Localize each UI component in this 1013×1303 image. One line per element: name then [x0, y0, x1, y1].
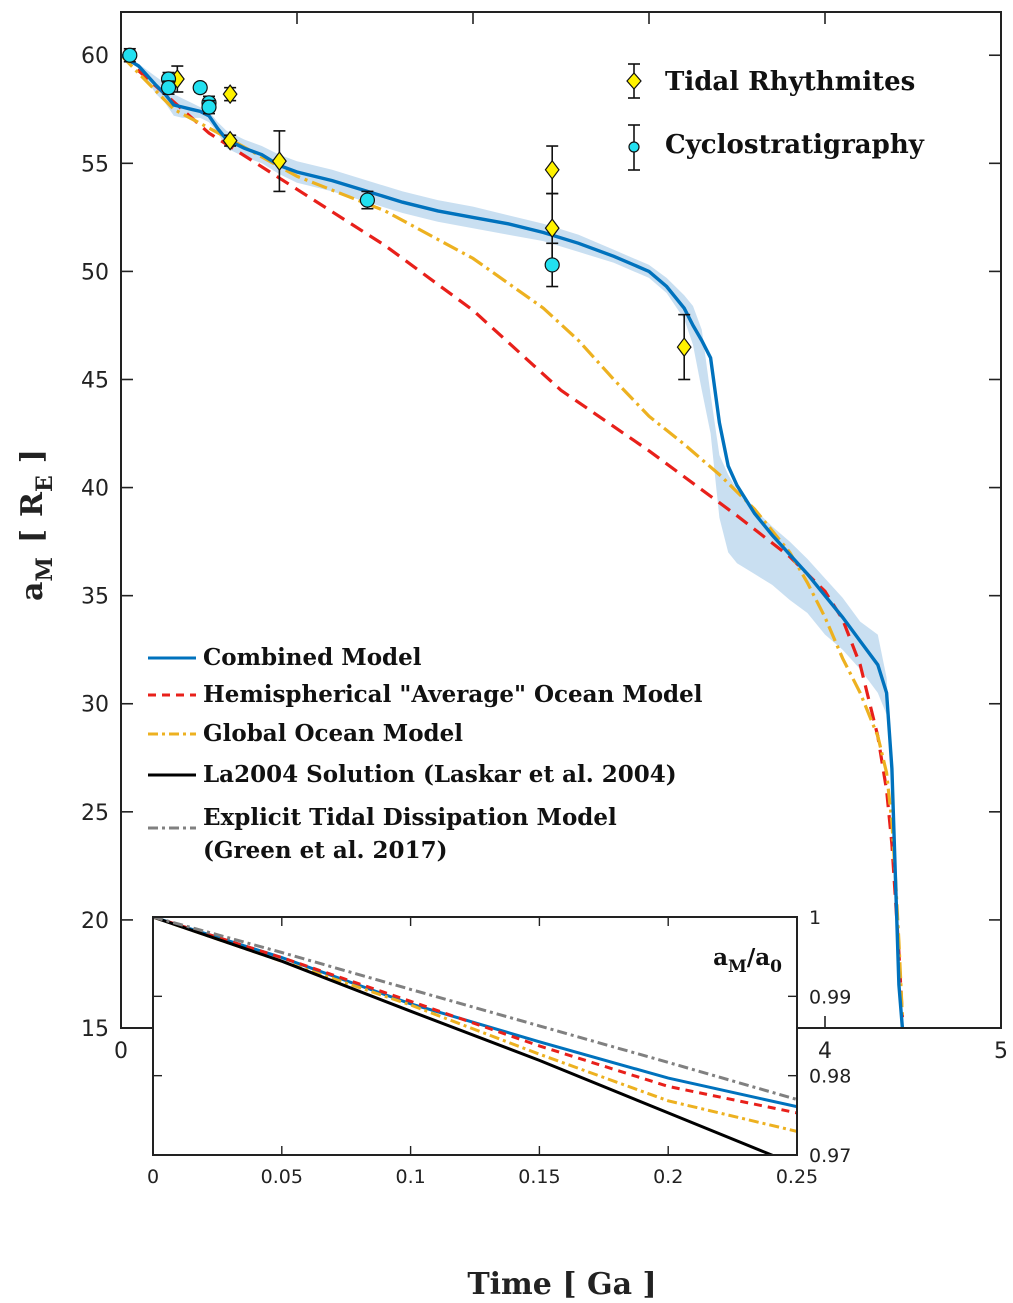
y-tick-label: 40 — [81, 477, 109, 502]
x-tick-label: 5 — [994, 1039, 1008, 1064]
line-legend: Combined Model Hemispherical "Average" O… — [148, 644, 703, 864]
legend-item-combined-model: Combined Model — [148, 644, 422, 671]
x-tick-label: 0 — [114, 1039, 128, 1064]
cyclostratigraphy-point — [160, 80, 177, 96]
inset-y-tick-label: 0.97 — [809, 1145, 851, 1167]
inset-series-line — [153, 917, 797, 1101]
inset-series-lines — [153, 917, 797, 1155]
cyclostratigraphy-point — [192, 80, 208, 96]
legend-label-cyclostratigraphy: Cyclostratigraphy — [665, 130, 925, 160]
inset-title: aM/a0 — [713, 944, 782, 977]
y-tick-label: 50 — [81, 260, 109, 285]
combined-model-uncertainty-band — [121, 55, 903, 1028]
cyclostratigraphy-point — [122, 47, 138, 63]
inset-x-tick-label: 0.05 — [261, 1166, 303, 1188]
tidal-rhythmite-point — [222, 130, 238, 151]
legend-label-tidal-rhythmites: Tidal Rhythmites — [665, 67, 915, 97]
y-label-unit: R — [15, 491, 50, 517]
y-label-main: a — [15, 582, 50, 601]
tidal-rhythmite-point — [676, 337, 692, 358]
legend-diamond-marker — [626, 72, 642, 90]
y-tick-label: 60 — [81, 44, 109, 69]
legend-item-cyclostratigraphy: Cyclostratigraphy — [628, 124, 925, 171]
y-tick-label: 55 — [81, 152, 109, 177]
legend-label-global-ocean: Global Ocean Model — [203, 720, 463, 747]
cyclostratigraphy-point — [544, 257, 560, 273]
legend-label-hemispherical: Hemispherical "Average" Ocean Model — [203, 681, 703, 708]
x-axis-label: Time [ Ga ] — [467, 1267, 656, 1302]
tidal-rhythmite-point — [544, 218, 560, 239]
inset-plot-frame — [152, 916, 798, 1156]
legend-label-la2004: La2004 Solution (Laskar et al. 2004) — [203, 761, 677, 788]
y-label-unit-sub: E — [32, 475, 58, 492]
inset-y-tick-label: 1 — [809, 907, 821, 929]
y-tick-label: 15 — [81, 1017, 109, 1042]
tidal-rhythmite-point — [222, 84, 238, 105]
legend-label-explicit-tidal-ref: (Green et al. 2017) — [203, 837, 447, 864]
inset-axis-ticks: 0 0.05 0.1 0.15 0.2 0.250.97 0.98 0.99 1 — [147, 907, 851, 1188]
y-tick-label: 25 — [81, 801, 109, 826]
legend-item-tidal-rhythmites: Tidal Rhythmites — [626, 63, 915, 99]
inset-series-line — [153, 917, 776, 1155]
inset-x-tick-label: 0.25 — [776, 1166, 818, 1188]
y-tick-label: 20 — [81, 909, 109, 934]
legend-label-explicit-tidal: Explicit Tidal Dissipation Model — [203, 804, 617, 831]
cyclostratigraphy-point — [359, 192, 375, 208]
legend-item-explicit-tidal: Explicit Tidal Dissipation Model (Green … — [148, 804, 617, 864]
tidal-rhythmite-point — [544, 159, 560, 180]
inset-x-tick-label: 0.2 — [653, 1166, 683, 1188]
legend-item-global-ocean: Global Ocean Model — [148, 720, 463, 747]
inset-x-tick-label: 0.1 — [395, 1166, 425, 1188]
svg-text:aM[RE]: aM [ RE] — [15, 449, 58, 601]
y-label-sub: M — [32, 557, 58, 581]
x-tick-label: 4 — [818, 1039, 832, 1064]
cyclostratigraphy-point — [201, 99, 217, 115]
y-label-bracket-open: [ — [15, 529, 50, 543]
y-axis-label: aM [ RE] — [15, 449, 58, 601]
inset-y-tick-label: 0.98 — [809, 1066, 851, 1088]
inset-series-line — [153, 917, 797, 1115]
legend-label-combined-model: Combined Model — [203, 644, 422, 671]
legend-item-hemispherical: Hemispherical "Average" Ocean Model — [148, 681, 703, 708]
inset-x-tick-label: 0.15 — [518, 1166, 560, 1188]
tidal-rhythmite-point — [271, 151, 287, 172]
inset-y-tick-label: 0.99 — [809, 986, 851, 1008]
y-label-bracket-close: ] — [15, 449, 50, 463]
data-markers — [122, 47, 692, 381]
legend-item-la2004: La2004 Solution (Laskar et al. 2004) — [148, 761, 677, 788]
legend-circle-marker — [628, 141, 640, 153]
y-tick-label: 35 — [81, 585, 109, 610]
inset-x-tick-label: 0 — [147, 1166, 159, 1188]
main-plot-area — [121, 12, 1001, 1028]
y-tick-label: 30 — [81, 693, 109, 718]
y-tick-label: 45 — [81, 368, 109, 393]
marker-legend: Tidal Rhythmites Cyclostratigraphy — [626, 63, 925, 171]
